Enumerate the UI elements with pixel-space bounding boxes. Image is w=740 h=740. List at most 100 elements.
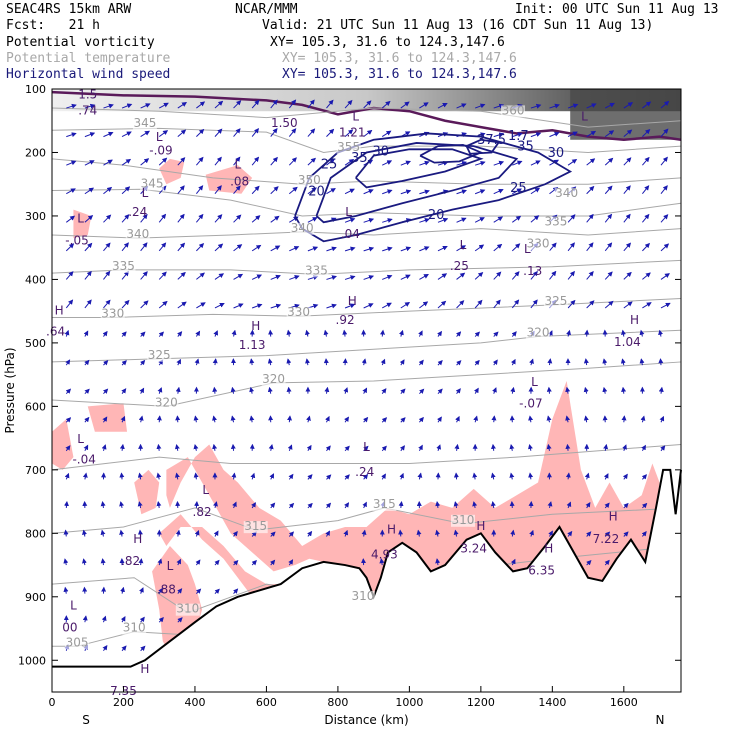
wind-vector-465	[546, 415, 552, 423]
wind-vector-316	[380, 329, 385, 337]
wind-vector-447	[529, 358, 534, 366]
wind-vector-396	[474, 271, 484, 280]
wind-vector-502	[586, 559, 592, 566]
wind-vector-303	[363, 445, 369, 452]
wind-vector-118	[158, 616, 164, 623]
wind-speed-label-5: 37.5	[477, 133, 506, 148]
wind-vector-341	[419, 102, 429, 109]
north-label: N	[656, 713, 665, 727]
wind-vector-29	[84, 359, 90, 366]
wind-vector-48	[102, 330, 108, 337]
wind-vector-433	[509, 443, 515, 451]
pv-label-18: .13	[523, 264, 542, 278]
wind-vector-306	[361, 529, 367, 537]
wind-vector-390	[474, 103, 486, 109]
wind-vector-201	[249, 358, 255, 366]
wind-vector-79	[121, 645, 127, 652]
wind-vector-478	[566, 329, 571, 337]
wind-vector-203	[249, 415, 255, 423]
wind-vector-267	[323, 329, 329, 337]
theta-label-bg-14	[286, 307, 311, 320]
wind-vector-23	[84, 187, 95, 195]
wind-vector-440	[530, 160, 541, 166]
wind-vector-471	[567, 131, 578, 138]
wind-vector-463	[547, 358, 553, 366]
wind-vector-193	[251, 128, 260, 137]
wind-vector-415	[492, 387, 497, 394]
wind-vector-50	[102, 388, 109, 395]
wind-vector-477	[567, 299, 576, 309]
wind-vector-80	[140, 103, 151, 109]
wind-vector-449	[528, 415, 534, 423]
wind-vector-270	[325, 415, 330, 423]
wind-vector-536	[642, 101, 652, 109]
y-tick-label-4: 500	[25, 337, 46, 350]
theta-line-0	[51, 107, 682, 128]
wind-vector-259	[326, 99, 334, 109]
wind-vector-86	[140, 271, 148, 280]
wind-vector-315	[381, 302, 392, 309]
y-axis-label: Pressure (hPa)	[3, 347, 17, 433]
pv-label-39: .88	[157, 583, 176, 597]
wind-vector-324	[379, 558, 385, 566]
theta-label-330: 330	[101, 307, 124, 321]
field-xy-pv: XY= 105.3, 31.6 to 124.3,147.6	[270, 35, 505, 50]
wind-vector-310	[382, 160, 393, 166]
wind-vector-441	[530, 187, 541, 195]
pv-label-10: 1.21	[339, 126, 366, 140]
pv-label-37: .82	[121, 554, 140, 568]
wind-vector-248	[307, 246, 319, 252]
wind-vector-422	[512, 132, 523, 138]
wind-vector-61	[121, 131, 132, 138]
wind-vector-486	[586, 103, 597, 109]
strat-band-dark	[570, 89, 681, 140]
wind-vector-558	[660, 273, 670, 280]
wind-vector-515	[603, 443, 609, 451]
wind-vector-500	[585, 502, 591, 509]
wind-contour-40	[465, 138, 501, 155]
wind-vector-15	[63, 529, 69, 537]
terrain	[52, 468, 682, 692]
pv-label-35: .82	[193, 505, 212, 519]
wind-vector-126	[177, 301, 187, 309]
wind-vector-59	[102, 644, 108, 652]
theta-label-340: 340	[126, 227, 149, 241]
wind-vector-537	[642, 128, 651, 137]
wind-vector-162	[214, 273, 225, 280]
wind-vector-101	[158, 130, 169, 138]
theta-line-4	[51, 228, 682, 239]
wind-vector-334	[399, 359, 405, 366]
x-tick-label-7: 1400	[538, 696, 566, 709]
wind-vector-469	[548, 530, 553, 537]
wind-vector-380	[456, 272, 466, 280]
wind-vector-112	[156, 443, 162, 451]
wind-vector-454	[549, 103, 560, 109]
theta-label-bg-9	[526, 238, 551, 251]
wind-vector-262	[326, 188, 336, 195]
wind-vector-127	[177, 331, 183, 337]
wind-speed-label-3: 20	[428, 208, 445, 223]
wind-vector-351	[418, 388, 425, 395]
theta-label-bg-1	[132, 118, 157, 131]
wind-vector-395	[474, 244, 485, 252]
wind-vector-311	[382, 189, 393, 195]
wind-vector-231	[289, 246, 300, 252]
pv-label-26: H	[630, 313, 639, 327]
wind-vector-501	[586, 531, 592, 537]
wind-vector-129	[175, 386, 181, 394]
wind-vector-513	[602, 386, 608, 394]
wind-vector-523	[623, 185, 631, 195]
wind-vector-221	[268, 443, 274, 451]
x-tick-label-6: 1200	[467, 696, 495, 709]
wind-vector-540	[642, 213, 650, 223]
wind-vector-27	[84, 299, 92, 309]
pv-label-48: L	[70, 598, 77, 612]
wind-vector-100	[158, 102, 169, 109]
wind-vector-46	[103, 270, 111, 280]
wind-vector-33	[82, 472, 88, 480]
wind-vector-246	[307, 187, 317, 195]
pv-region-3	[52, 419, 74, 470]
wind-vector-124	[177, 242, 186, 252]
wind-vector-437	[510, 558, 516, 566]
plot-labels: 360 345 350 355 345 340 340 340 335 330 335 335 325 3…	[46, 88, 641, 699]
